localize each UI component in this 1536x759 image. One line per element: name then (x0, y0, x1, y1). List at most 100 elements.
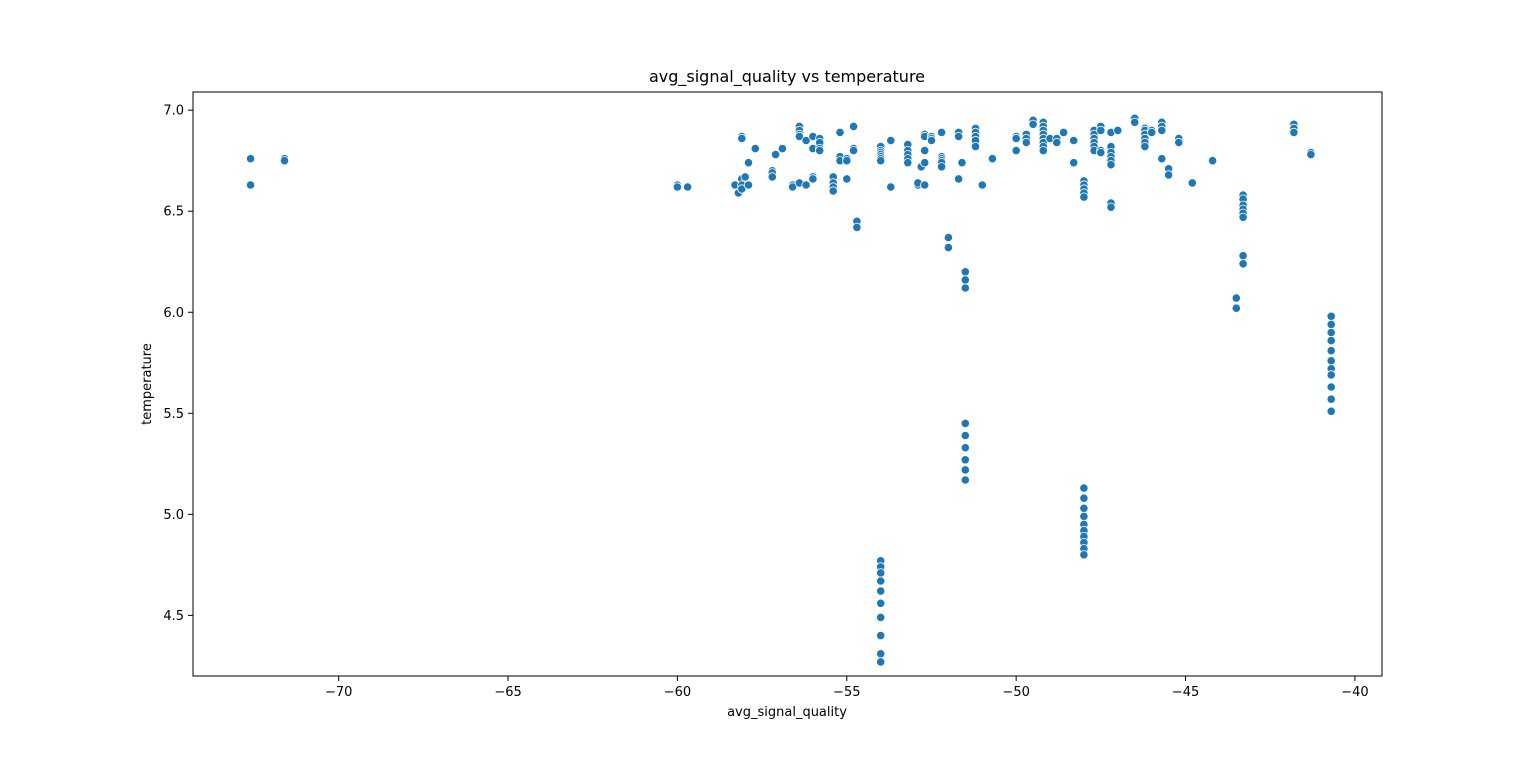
x-axis-label: avg_signal_quality (727, 705, 847, 720)
data-point (936, 162, 947, 172)
data-point (876, 630, 886, 641)
data-point (1238, 212, 1248, 222)
data-point (1326, 356, 1336, 366)
data-point (1164, 170, 1174, 180)
data-point (1326, 311, 1336, 321)
data-point (808, 174, 818, 184)
x-tick-label: −40 (1341, 685, 1368, 700)
y-axis-ticks: 4.5 5.0 5.5 6.0 6.5 7.0 (163, 104, 193, 624)
data-point (1096, 125, 1106, 135)
x-tick-label: −50 (1002, 685, 1029, 700)
data-point (246, 180, 256, 190)
data-point (737, 184, 747, 194)
data-point (960, 455, 970, 465)
data-point (970, 142, 981, 152)
data-point (876, 568, 886, 578)
data-point (743, 158, 754, 168)
data-point (1079, 503, 1089, 513)
data-point (1106, 160, 1116, 170)
data-point (828, 186, 838, 196)
data-point (1326, 327, 1336, 338)
data-point (246, 154, 256, 164)
data-point (876, 657, 886, 667)
data-point (777, 144, 788, 154)
data-point (1326, 370, 1336, 380)
data-point (943, 243, 954, 253)
data-point (767, 172, 777, 182)
x-tick-label: −65 (494, 685, 521, 700)
data-point (920, 158, 930, 168)
data-point (1079, 493, 1089, 503)
data-point (1140, 142, 1150, 152)
y-tick-label: 6.5 (163, 205, 184, 220)
data-point (943, 232, 954, 243)
data-point (903, 158, 913, 168)
data-point (815, 146, 825, 156)
data-point (852, 222, 862, 232)
data-point (960, 267, 970, 277)
data-point (1306, 150, 1316, 160)
data-point (1174, 137, 1184, 148)
data-point (960, 275, 970, 285)
x-tick-label: −45 (1172, 685, 1199, 700)
data-point (1079, 192, 1089, 202)
data-point (1187, 178, 1197, 188)
data-point (876, 649, 886, 659)
x-tick-label: −60 (664, 685, 691, 700)
data-point (1113, 125, 1123, 135)
data-point (801, 180, 811, 190)
data-point (1231, 293, 1241, 303)
data-point (1021, 137, 1031, 148)
data-point (672, 182, 683, 192)
data-point (926, 135, 937, 146)
data-point (1238, 259, 1248, 269)
y-tick-label: 6.0 (163, 306, 184, 321)
data-point (886, 182, 896, 192)
data-point (1130, 117, 1140, 127)
data-point (794, 131, 805, 142)
data-point (977, 180, 987, 190)
data-point (1326, 382, 1336, 392)
data-point (1208, 156, 1218, 166)
x-tick-label: −70 (325, 685, 352, 700)
data-point (960, 465, 970, 475)
data-point (960, 283, 970, 293)
data-point (920, 146, 930, 156)
data-point (960, 475, 970, 485)
data-point (1326, 335, 1336, 346)
plot-frame (192, 91, 1383, 677)
data-point (848, 146, 859, 156)
data-point (936, 127, 947, 137)
y-tick-label: 7.0 (163, 104, 184, 119)
data-point (1157, 154, 1167, 164)
data-point (842, 174, 852, 184)
data-point (1147, 127, 1157, 137)
data-point (1059, 127, 1069, 137)
data-point (740, 172, 750, 182)
y-tick-label: 4.5 (163, 609, 184, 624)
x-axis-ticks: −70 −65 −60 −55 −50 −45 −40 (325, 676, 1369, 700)
data-point (1079, 550, 1089, 560)
data-point (876, 576, 886, 586)
data-point (876, 612, 886, 623)
data-point (960, 443, 970, 453)
data-point (987, 154, 998, 164)
data-point (842, 156, 852, 166)
data-point (1231, 303, 1241, 313)
data-point (876, 156, 886, 166)
data-point (920, 180, 930, 190)
data-point (1038, 146, 1048, 156)
data-point (1326, 346, 1336, 356)
data-point (801, 135, 811, 146)
data-point (835, 127, 845, 137)
data-point (1079, 511, 1089, 522)
data-point (743, 180, 754, 190)
data-point (737, 133, 747, 144)
data-point (1052, 137, 1062, 148)
data-point (1079, 483, 1089, 493)
data-point (1157, 125, 1167, 135)
y-axis-label: temperature (140, 343, 155, 425)
data-point (960, 430, 970, 441)
